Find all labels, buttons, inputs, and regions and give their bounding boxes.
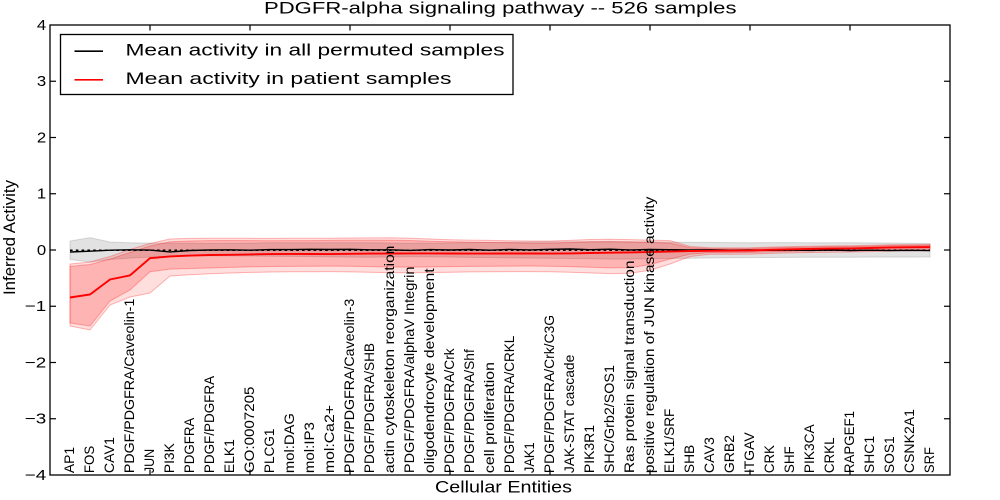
svg-text:JUN: JUN (141, 449, 157, 473)
svg-text:PDGFRA: PDGFRA (181, 417, 197, 473)
svg-text:cell proliferation: cell proliferation (481, 362, 497, 473)
svg-text:2: 2 (37, 130, 46, 146)
svg-text:JAK-STAT cascade: JAK-STAT cascade (561, 354, 577, 473)
svg-text:AP1: AP1 (61, 447, 77, 473)
svg-text:mol:DAG: mol:DAG (281, 413, 297, 473)
svg-text:PI3K: PI3K (161, 443, 177, 474)
svg-text:PIK3R1: PIK3R1 (581, 425, 597, 473)
svg-text:GRB2: GRB2 (721, 435, 737, 473)
svg-text:−1: −1 (25, 299, 47, 315)
svg-text:PIK3CA: PIK3CA (801, 424, 817, 473)
svg-text:PDGF/PDGFRA/Caveolin-3: PDGF/PDGFRA/Caveolin-3 (341, 298, 357, 473)
svg-text:Cellular Entities: Cellular Entities (435, 477, 572, 496)
svg-text:−4: −4 (25, 468, 47, 484)
svg-text:SHC/Grb2/SOS1: SHC/Grb2/SOS1 (601, 365, 617, 473)
svg-text:4: 4 (37, 18, 46, 34)
svg-text:Mean activity in all permuted: Mean activity in all permuted samples (126, 41, 505, 60)
svg-text:GO:0007205: GO:0007205 (241, 386, 257, 473)
svg-text:CAV1: CAV1 (101, 437, 117, 473)
svg-text:1: 1 (37, 187, 46, 203)
svg-text:SOS1: SOS1 (881, 436, 897, 473)
svg-text:3: 3 (37, 74, 46, 90)
svg-text:ITGAV: ITGAV (741, 432, 757, 473)
svg-text:CSNK2A1: CSNK2A1 (901, 409, 917, 473)
svg-text:ELK1/SRF: ELK1/SRF (661, 409, 677, 474)
svg-text:PDGFR-alpha signaling pathway: PDGFR-alpha signaling pathway -- 526 sam… (264, 0, 737, 17)
svg-text:PDGF/PDGFRA/Crk/C3G: PDGF/PDGFRA/Crk/C3G (541, 315, 557, 473)
svg-text:PDGF/PDGFRA/SHB: PDGF/PDGFRA/SHB (361, 343, 377, 473)
svg-text:SHC1: SHC1 (861, 436, 877, 473)
svg-text:SHF: SHF (781, 446, 797, 473)
svg-text:−2: −2 (25, 355, 47, 371)
svg-text:mol:IP3: mol:IP3 (301, 422, 317, 473)
svg-text:RAPGEF1: RAPGEF1 (841, 411, 857, 473)
svg-text:FOS: FOS (81, 446, 97, 473)
svg-text:−3: −3 (25, 412, 47, 428)
svg-text:positive regulation of JUN kin: positive regulation of JUN kinase activi… (641, 197, 657, 474)
svg-text:Inferred Activity: Inferred Activity (0, 180, 19, 295)
svg-text:actin cytoskeleton reorganizat: actin cytoskeleton reorganization (381, 246, 397, 474)
svg-text:PDGF/PDGFRA: PDGF/PDGFRA (201, 375, 217, 473)
svg-text:CRKL: CRKL (821, 437, 837, 473)
svg-text:PDGF/PDGFRA/Caveolin-1: PDGF/PDGFRA/Caveolin-1 (121, 298, 137, 473)
svg-text:Ras protein signal transductio: Ras protein signal transduction (621, 261, 637, 474)
svg-text:SHB: SHB (681, 445, 697, 473)
svg-text:oligodendrocyte development: oligodendrocyte development (421, 268, 437, 473)
svg-text:mol:Ca2+: mol:Ca2+ (321, 405, 337, 473)
svg-text:0: 0 (37, 243, 46, 259)
svg-text:SRF: SRF (921, 447, 937, 473)
svg-text:PDGF/PDGFRA/Shf: PDGF/PDGFRA/Shf (461, 349, 477, 473)
svg-text:CRK: CRK (761, 444, 777, 473)
svg-text:PDGF/PDGFRA/CRKL: PDGF/PDGFRA/CRKL (501, 336, 517, 474)
svg-text:ELK1: ELK1 (221, 439, 237, 473)
svg-text:Mean activity in patient sampl: Mean activity in patient samples (126, 69, 452, 88)
svg-text:CAV3: CAV3 (701, 437, 717, 473)
svg-text:PDGF/PDGFRA/alphaV Integrin: PDGF/PDGFRA/alphaV Integrin (401, 267, 417, 474)
svg-text:PDGF/PDGFRA/Crk: PDGF/PDGFRA/Crk (441, 347, 457, 473)
svg-text:PLCG1: PLCG1 (261, 428, 277, 473)
svg-text:JAK1: JAK1 (521, 442, 537, 473)
